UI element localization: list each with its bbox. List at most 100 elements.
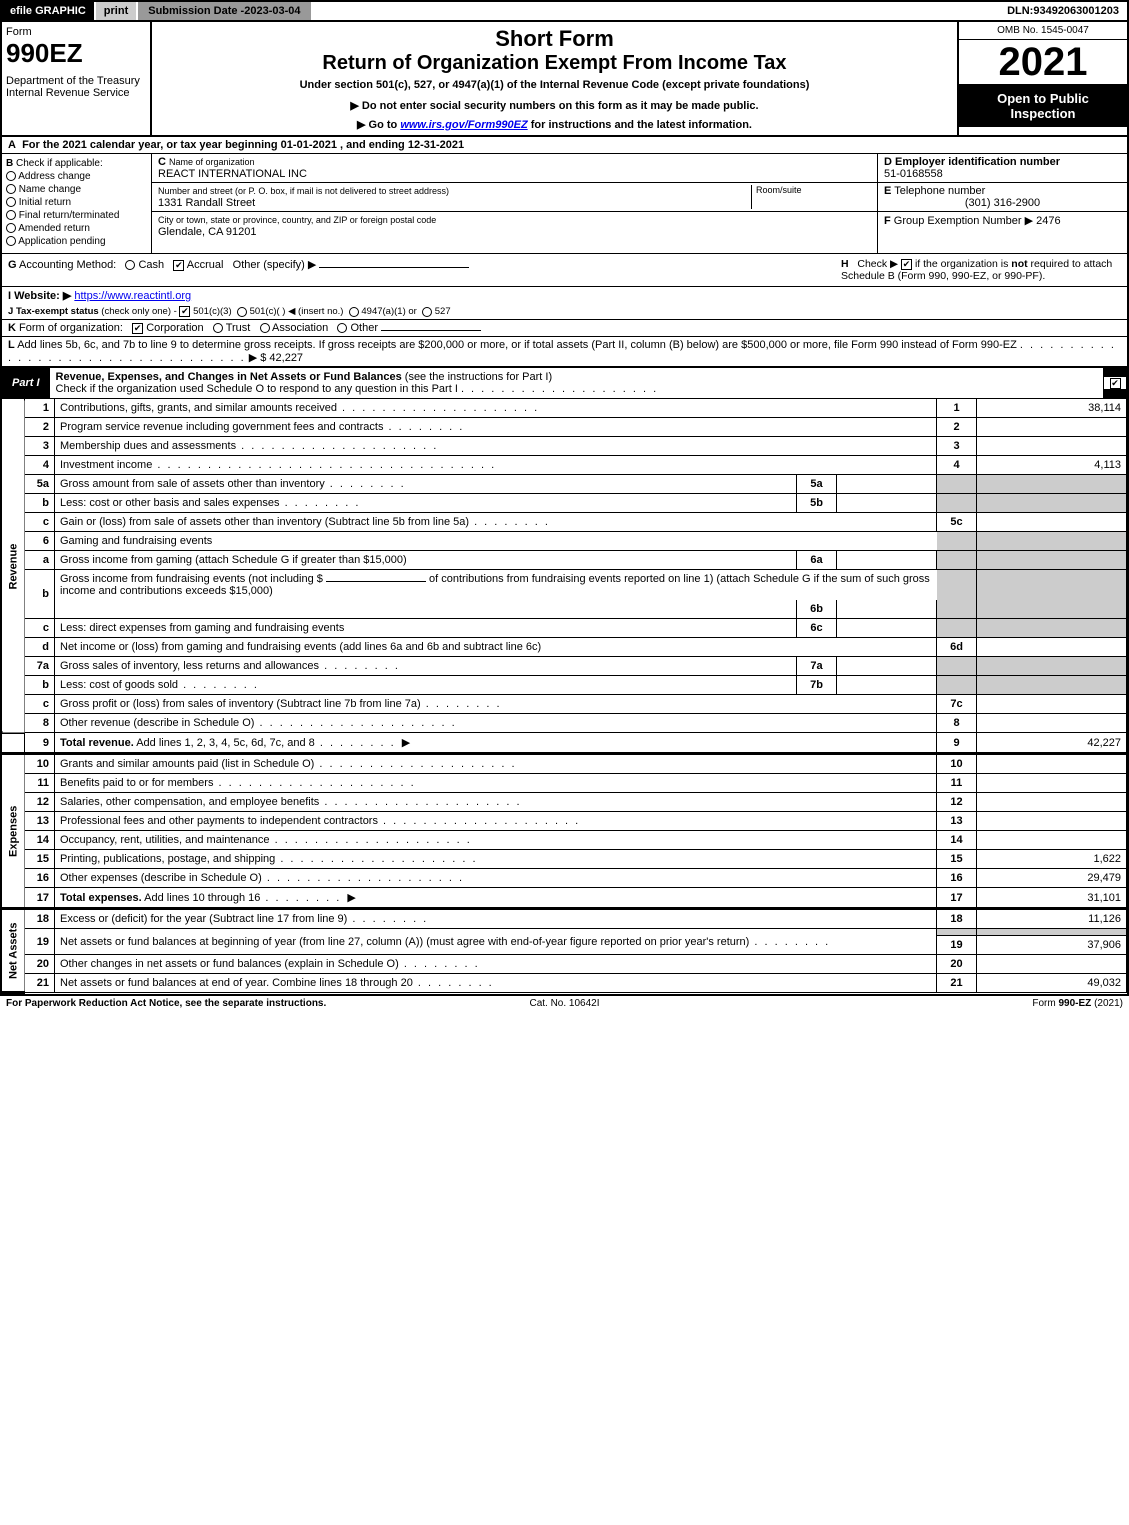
subtitle-ssn: ▶ Do not enter social security numbers o… xyxy=(160,99,949,112)
subtitle-section: Under section 501(c), 527, or 4947(a)(1)… xyxy=(160,79,949,91)
row-a: A For the 2021 calendar year, or tax yea… xyxy=(2,137,1127,154)
section-j: J Tax-exempt status (check only one) - 5… xyxy=(2,304,1127,319)
part-i-tab: Part I xyxy=(2,374,50,392)
org-name-label: Name of organization xyxy=(169,157,255,167)
section-b-label: B xyxy=(6,158,13,169)
footer-right: Form 990-EZ (2021) xyxy=(751,998,1123,1009)
part-i-sub: (see the instructions for Part I) xyxy=(405,371,552,383)
line-16-value: 29,479 xyxy=(977,869,1127,888)
501c3-checkbox[interactable] xyxy=(179,306,190,317)
section-k-label: K xyxy=(8,322,16,334)
omb-number: OMB No. 1545-0047 xyxy=(959,22,1127,40)
schedule-b-checkbox[interactable] xyxy=(901,259,912,270)
schedule-o-checkbox[interactable] xyxy=(1110,378,1121,389)
table-row: 21 Net assets or fund balances at end of… xyxy=(2,974,1127,993)
tax-exempt-label: Tax-exempt status xyxy=(16,306,99,317)
form-org-label: Form of organization: xyxy=(19,322,123,334)
part-i-check-text: Check if the organization used Schedule … xyxy=(56,383,458,395)
irs-link[interactable]: www.irs.gov/Form990EZ xyxy=(400,119,527,131)
expenses-side-label: Expenses xyxy=(2,754,25,909)
line-6b-value xyxy=(837,600,937,619)
room-suite-label: Room/suite xyxy=(751,185,871,209)
chk-name-change[interactable]: Name change xyxy=(6,184,147,195)
website-link[interactable]: https://www.reactintl.org xyxy=(74,290,191,302)
line-17-value: 31,101 xyxy=(977,888,1127,909)
section-f-label: F xyxy=(884,215,891,227)
dln-label: DLN: xyxy=(1007,5,1033,17)
line-7b-value xyxy=(837,676,937,695)
accrual-checkbox[interactable] xyxy=(173,260,184,271)
line-21-value: 49,032 xyxy=(977,974,1127,993)
submission-date: Submission Date - 2023-03-04 xyxy=(138,2,310,20)
table-row: 12 Salaries, other compensation, and emp… xyxy=(2,793,1127,812)
revenue-side-label: Revenue xyxy=(2,399,25,733)
4947-radio[interactable] xyxy=(349,307,359,317)
efile-button[interactable]: efile GRAPHIC xyxy=(2,2,96,20)
trust-radio[interactable] xyxy=(213,323,223,333)
cash-radio[interactable] xyxy=(125,260,135,270)
501c-radio[interactable] xyxy=(237,307,247,317)
section-l: L Add lines 5b, 6c, and 7b to line 9 to … xyxy=(2,337,1127,367)
chk-application-pending[interactable]: Application pending xyxy=(6,236,147,247)
department: Department of the Treasury Internal Reve… xyxy=(6,75,146,99)
open-to-public: Open to Public Inspection xyxy=(959,85,1127,127)
chk-final-return[interactable]: Final return/terminated xyxy=(6,210,147,221)
table-row: 3 Membership dues and assessments 3 xyxy=(2,437,1127,456)
ein-label: Employer identification number xyxy=(895,156,1060,168)
tax-year: 2021 xyxy=(959,40,1127,85)
chk-initial-return[interactable]: Initial return xyxy=(6,197,147,208)
line-12-value xyxy=(977,793,1127,812)
line-9-value: 42,227 xyxy=(977,733,1127,754)
table-row: d Net income or (loss) from gaming and f… xyxy=(2,638,1127,657)
line-7c-value xyxy=(977,695,1127,714)
form-label: Form xyxy=(6,26,146,38)
phone-value: (301) 316-2900 xyxy=(884,197,1121,209)
line-6d-value xyxy=(977,638,1127,657)
table-row: c Less: direct expenses from gaming and … xyxy=(2,619,1127,638)
form-header: Form 990EZ Department of the Treasury In… xyxy=(2,22,1127,137)
address: 1331 Randall Street xyxy=(158,197,255,209)
table-row: b Less: cost of goods sold 7b xyxy=(2,676,1127,695)
form-number: 990EZ xyxy=(6,38,146,69)
table-row: a Gross income from gaming (attach Sched… xyxy=(2,551,1127,570)
section-g-h: G Accounting Method: Cash Accrual Other … xyxy=(2,254,1127,286)
group-value: 2476 xyxy=(1036,215,1060,227)
line-5c-value xyxy=(977,513,1127,532)
line-6a-value xyxy=(837,551,937,570)
submission-value: 2023-03-04 xyxy=(244,5,300,17)
city: Glendale, CA 91201 xyxy=(158,226,256,238)
table-row: 19 Net assets or fund balances at beginn… xyxy=(2,929,1127,936)
part-i-title: Revenue, Expenses, and Changes in Net As… xyxy=(56,371,402,383)
table-row: c Gain or (loss) from sale of assets oth… xyxy=(2,513,1127,532)
goto-post: for instructions and the latest informat… xyxy=(531,119,752,131)
print-button[interactable]: print xyxy=(96,2,138,20)
table-row: 5a Gross amount from sale of assets othe… xyxy=(2,475,1127,494)
website-label: Website: ▶ xyxy=(14,290,71,302)
chk-address-change[interactable]: Address change xyxy=(6,171,147,182)
corporation-checkbox[interactable] xyxy=(132,323,143,334)
part-i-header: Part I Revenue, Expenses, and Changes in… xyxy=(2,367,1127,399)
gross-receipts-value: 42,227 xyxy=(269,352,303,364)
line-18-value: 11,126 xyxy=(977,909,1127,929)
row-a-label: A xyxy=(8,139,16,151)
table-row: 7a Gross sales of inventory, less return… xyxy=(2,657,1127,676)
line-13-value xyxy=(977,812,1127,831)
table-row: 11 Benefits paid to or for members 11 xyxy=(2,774,1127,793)
527-radio[interactable] xyxy=(422,307,432,317)
goto-pre: ▶ Go to xyxy=(357,119,400,131)
other-radio[interactable] xyxy=(337,323,347,333)
table-row: 9 Total revenue. Add lines 1, 2, 3, 4, 5… xyxy=(2,733,1127,754)
net-assets-side-label: Net Assets xyxy=(2,909,25,993)
line-19-value: 37,906 xyxy=(977,936,1127,955)
group-arrow: ▶ xyxy=(1025,215,1033,227)
line-4-value: 4,113 xyxy=(977,456,1127,475)
line-20-value xyxy=(977,955,1127,974)
chk-amended-return[interactable]: Amended return xyxy=(6,223,147,234)
section-l-label: L xyxy=(8,339,15,351)
dln: DLN: 93492063001203 xyxy=(999,2,1127,20)
association-radio[interactable] xyxy=(260,323,270,333)
section-k: K Form of organization: Corporation Trus… xyxy=(2,319,1127,337)
title-return: Return of Organization Exempt From Incom… xyxy=(160,52,949,75)
table-row: 15 Printing, publications, postage, and … xyxy=(2,850,1127,869)
footer-left: For Paperwork Reduction Act Notice, see … xyxy=(6,998,378,1009)
